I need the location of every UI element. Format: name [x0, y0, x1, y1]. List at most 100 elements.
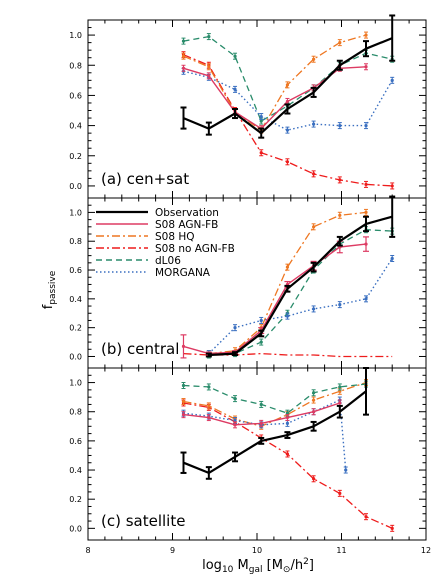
data-point-morgana: [364, 123, 368, 128]
panel-label: (c) satellite: [101, 512, 185, 530]
data-point-s08-no-agn-fb: [312, 172, 316, 176]
x-tick-label: 12: [421, 546, 431, 555]
data-point-morgana: [233, 87, 237, 91]
y-tick-label: 0.6: [69, 266, 82, 275]
data-point-s08-hq: [338, 389, 342, 393]
data-point-s08-no-agn-fb: [312, 477, 316, 481]
y-tick-label: 0.6: [69, 91, 82, 100]
y-axis-title-f: f: [41, 304, 56, 309]
data-point-dl06: [259, 402, 263, 407]
data-point-dl06: [233, 54, 237, 58]
data-point-s08-hq: [207, 404, 211, 408]
data-point-s08-agn-fb: [181, 344, 186, 348]
data-point-s08-no-agn-fb: [364, 515, 368, 519]
x-axis-title-unit-open: [M: [262, 558, 282, 573]
data-point-dl06: [312, 391, 316, 395]
data-point-morgana: [312, 307, 316, 311]
data-point-morgana: [233, 418, 237, 423]
data-point-s08-hq: [285, 265, 290, 269]
legend-label-s08-agn-fb: S08 AGN-FB: [155, 219, 218, 231]
series-line-observation: [208, 215, 393, 357]
x-axis-title-unit-exp: 2: [303, 557, 309, 567]
data-point-s08-hq: [312, 398, 316, 402]
series-line-morgana: [183, 399, 347, 471]
data-point-dl06: [181, 383, 186, 388]
data-point-s08-agn-fb: [207, 74, 211, 78]
legend-label-morgana: MORGANA: [155, 267, 211, 279]
x-tick-label: 9: [170, 546, 175, 555]
y-tick-label: 0.8: [69, 237, 82, 246]
series-line-dl06: [183, 383, 367, 414]
data-point-s08-no-agn-fb: [259, 151, 263, 155]
data-point-s08-agn-fb: [312, 410, 316, 414]
series-line-observation: [183, 390, 367, 474]
y-tick-label: 1.0: [69, 208, 82, 217]
data-point-s08-hq: [312, 225, 316, 229]
data-point-s08-no-agn-fb: [390, 184, 394, 188]
data-point-s08-agn-fb: [181, 413, 186, 417]
data-point-dl06: [233, 397, 237, 401]
data-point-s08-no-agn-fb: [285, 452, 290, 456]
data-point-morgana: [233, 326, 237, 330]
x-tick-label: 8: [85, 546, 90, 555]
data-point-s08-hq: [364, 210, 368, 215]
y-tick-label: 0.4: [69, 466, 82, 475]
series-line-dl06: [183, 35, 393, 122]
y-axis-title: fpassive: [41, 270, 58, 309]
data-point-morgana: [285, 421, 290, 425]
data-point-s08-hq: [312, 57, 316, 61]
y-tick-label: 1.0: [69, 31, 82, 40]
x-axis-title-unit-h: /h: [290, 558, 303, 573]
panel-1: 0.0 0.2 0.4 0.6 0.8 1.0 (a) cen+sat: [69, 14, 427, 199]
data-point-s08-agn-fb: [233, 423, 237, 427]
data-point-s08-agn-fb: [259, 421, 263, 425]
data-point-s08-agn-fb: [364, 242, 368, 246]
y-tick-label: 0.8: [69, 408, 82, 417]
data-point-s08-agn-fb: [207, 415, 211, 420]
panel-label: (b) central: [101, 340, 179, 358]
y-tick-label: 0.0: [69, 352, 82, 361]
panel-2: 0.0 0.2 0.4 0.6 0.8 1.0 (b) central: [69, 195, 427, 369]
data-point-s08-agn-fb: [285, 415, 290, 420]
y-axis-title-sub: passive: [48, 270, 58, 304]
x-axis-title-log: log: [202, 558, 222, 573]
data-point-s08-no-agn-fb: [285, 160, 290, 164]
data-point-s08-no-agn-fb: [338, 491, 342, 495]
x-axis-title: log10 Mgal [M⊙/h2]: [202, 557, 314, 575]
series-line-dl06: [208, 229, 393, 356]
data-point-dl06: [181, 39, 186, 43]
data-point-morgana: [338, 123, 342, 128]
data-point-s08-hq: [338, 213, 342, 217]
data-point-morgana: [364, 297, 368, 301]
x-axis-title-log-sub: 10: [222, 565, 234, 575]
legend-label-observation: Observation: [155, 207, 219, 219]
x-axis-title-unit-sun: ⊙: [283, 565, 291, 575]
data-point-s08-agn-fb: [338, 401, 342, 405]
data-point-dl06: [285, 411, 290, 415]
data-point-morgana: [338, 303, 342, 307]
y-tick-label: 0.6: [69, 437, 82, 446]
panel-label: (a) cen+sat: [101, 170, 189, 188]
data-point-s08-agn-fb: [285, 99, 290, 104]
series-line-s08-hq: [183, 34, 367, 131]
data-point-dl06: [338, 385, 342, 389]
y-tick-label: 1.0: [69, 379, 82, 388]
x-axis-title-m: M: [233, 558, 248, 573]
y-tick-label: 0.4: [69, 122, 82, 131]
data-point-dl06: [207, 34, 211, 39]
data-point-morgana: [285, 314, 290, 318]
series-line-morgana: [208, 258, 393, 355]
panel-3: 0.0 0.2 0.4 0.6 0.8 1.0 8 9 10 11 12 (c) satellite: [69, 367, 431, 555]
data-point-s08-hq: [285, 83, 290, 87]
series-line-s08-no-agn-fb: [183, 54, 393, 187]
y-tick-label: 0.0: [69, 182, 82, 191]
data-point-s08-hq: [181, 54, 186, 58]
data-point-dl06: [259, 340, 263, 344]
data-point-s08-agn-fb: [181, 66, 186, 70]
data-point-s08-hq: [338, 41, 342, 45]
data-point-s08-hq: [181, 399, 186, 404]
data-point-morgana: [259, 114, 263, 119]
y-tick-label: 0.2: [69, 324, 82, 333]
